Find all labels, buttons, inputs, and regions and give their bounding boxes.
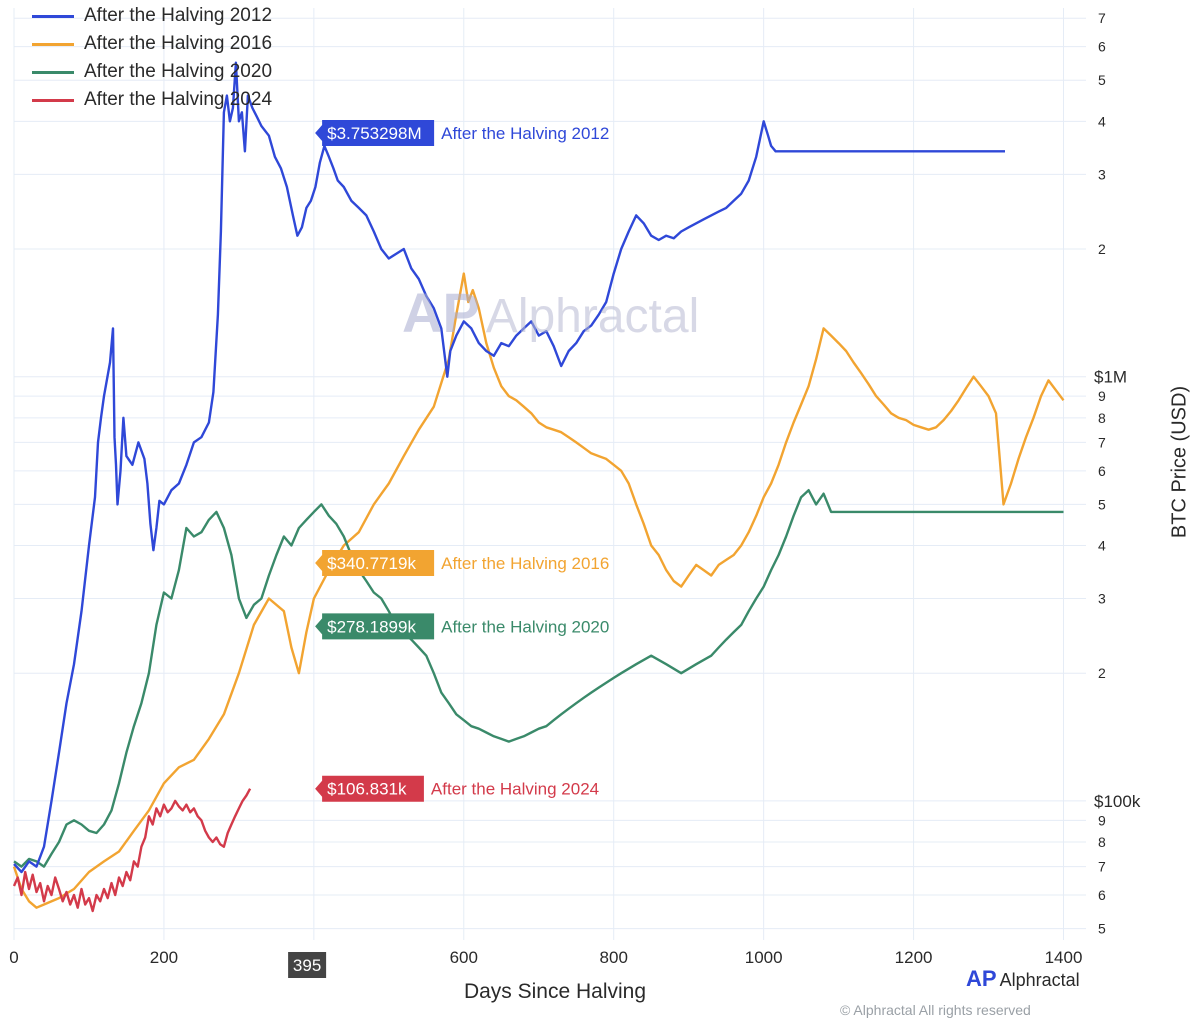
y-tick-label: 8 bbox=[1098, 834, 1106, 850]
legend-label-2016: After the Halving 2016 bbox=[84, 33, 273, 54]
legend-item-2012[interactable]: After the Halving 2012 bbox=[32, 4, 272, 32]
x-tick-label: 200 bbox=[150, 948, 178, 967]
y-tick-label: 5 bbox=[1098, 921, 1106, 937]
legend-label-2012: After the Halving 2012 bbox=[84, 5, 273, 26]
hover-value: $106.831k bbox=[327, 780, 407, 799]
y-tick-label: 7 bbox=[1098, 859, 1106, 875]
legend-swatch-2012 bbox=[32, 15, 74, 18]
y-tick-label: 7 bbox=[1098, 434, 1106, 450]
legend-label-2020: After the Halving 2020 bbox=[84, 61, 273, 82]
x-tick-label: 800 bbox=[600, 948, 628, 967]
y-tick-label: 3 bbox=[1098, 591, 1106, 607]
hover-series-name: After the Halving 2024 bbox=[431, 780, 599, 799]
y-axis-title: BTC Price (USD) bbox=[1168, 385, 1191, 539]
legend-item-2016[interactable]: After the Halving 2016 bbox=[32, 32, 272, 60]
hover-value: $3.753298M bbox=[327, 124, 422, 143]
y-tick-label: $1M bbox=[1094, 368, 1127, 387]
hover-x-label: 395 bbox=[293, 956, 321, 975]
y-tick-label: 4 bbox=[1098, 538, 1106, 554]
watermark: AP Alphractal bbox=[402, 281, 700, 344]
hover-label-box bbox=[315, 613, 435, 640]
y-tick-label: 6 bbox=[1098, 887, 1106, 903]
y-tick-label: 6 bbox=[1098, 39, 1106, 55]
y-tick-label: 8 bbox=[1098, 410, 1106, 426]
legend-item-2020[interactable]: After the Halving 2020 bbox=[32, 60, 272, 88]
y-tick-label: $100k bbox=[1094, 792, 1141, 811]
y-tick-label: 2 bbox=[1098, 241, 1106, 257]
x-tick-label: 1400 bbox=[1045, 948, 1083, 967]
hover-label-box bbox=[315, 550, 435, 577]
y-tick-label: 5 bbox=[1098, 496, 1106, 512]
legend: After the Halving 2012 After the Halving… bbox=[32, 4, 272, 116]
legend-swatch-2024 bbox=[32, 99, 74, 102]
x-tick-label: 600 bbox=[450, 948, 478, 967]
brand-logo: AP Alphractal bbox=[966, 966, 1080, 991]
y-tick-label: 3 bbox=[1098, 166, 1106, 182]
hover-x-label-box bbox=[288, 952, 327, 978]
hover-value: $278.1899k bbox=[327, 617, 416, 636]
hover-label-box bbox=[315, 120, 435, 147]
y-tick-label: 4 bbox=[1098, 113, 1106, 129]
y-tick-label: 7 bbox=[1098, 10, 1106, 26]
y-tick-label: 9 bbox=[1098, 812, 1106, 828]
x-tick-label: 1200 bbox=[895, 948, 933, 967]
y-tick-label: 5 bbox=[1098, 72, 1106, 88]
y-tick-label: 9 bbox=[1098, 388, 1106, 404]
legend-label-2024: After the Halving 2024 bbox=[84, 89, 273, 110]
hover-label-box bbox=[315, 775, 424, 802]
x-axis-title: Days Since Halving bbox=[463, 980, 647, 1003]
hover-series-name: After the Halving 2020 bbox=[441, 617, 609, 636]
hover-value: $340.7719k bbox=[327, 554, 416, 573]
y-tick-label: 2 bbox=[1098, 665, 1106, 681]
x-tick-label: 0 bbox=[9, 948, 18, 967]
legend-item-2024[interactable]: After the Halving 2024 bbox=[32, 88, 272, 116]
hover-series-name: After the Halving 2016 bbox=[441, 554, 609, 573]
series-line-2020 bbox=[13, 489, 1064, 868]
x-tick-label: 1000 bbox=[745, 948, 783, 967]
y-tick-label: 6 bbox=[1098, 463, 1106, 479]
series-line-2012 bbox=[13, 61, 1005, 874]
legend-swatch-2020 bbox=[32, 71, 74, 74]
copyright-text: © Alphractal All rights reserved bbox=[840, 1002, 1031, 1018]
hover-series-name: After the Halving 2012 bbox=[441, 124, 609, 143]
series-line-2024 bbox=[12, 788, 252, 913]
legend-swatch-2016 bbox=[32, 43, 74, 46]
series-line-2016 bbox=[12, 272, 1065, 909]
